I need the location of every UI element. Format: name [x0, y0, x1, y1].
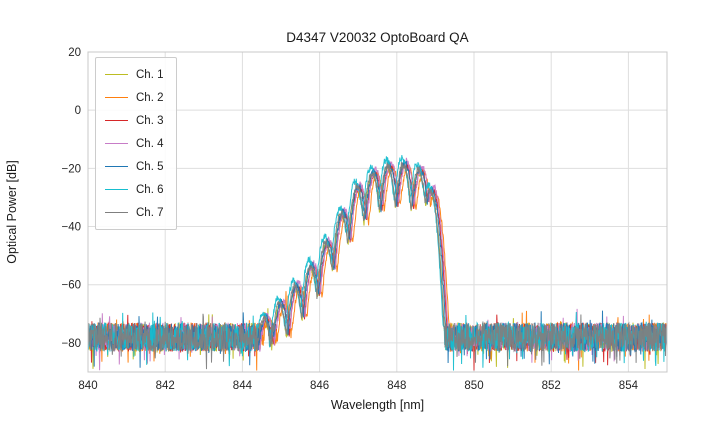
x-tick-label: 844: [233, 380, 253, 392]
y-axis-label: Optical Power [dB]: [5, 160, 19, 264]
legend-line-sample: [105, 74, 128, 75]
y-tick-label: 20: [68, 47, 81, 59]
legend-item-label: Ch. 7: [136, 206, 164, 219]
legend-item-ch-4: Ch. 4: [105, 132, 164, 155]
legend-line-sample: [105, 166, 128, 167]
legend-item-ch-2: Ch. 2: [105, 86, 164, 109]
series-ch-7: [87, 162, 668, 370]
legend-item-ch-1: Ch. 1: [105, 63, 164, 86]
legend-item-ch-5: Ch. 5: [105, 155, 164, 178]
x-tick-label: 852: [542, 380, 561, 392]
legend-line-sample: [105, 143, 128, 144]
legend-item-ch-7: Ch. 7: [105, 201, 164, 224]
x-axis-label: Wavelength [nm]: [330, 398, 425, 412]
y-tick-label: −60: [61, 280, 81, 292]
x-tick-label: 842: [156, 380, 175, 392]
y-tick-label: 0: [75, 105, 81, 117]
x-tick-label: 850: [464, 380, 483, 392]
legend-line-sample: [105, 212, 128, 213]
legend-item-label: Ch. 1: [136, 68, 164, 81]
x-tick-label: 846: [310, 380, 329, 392]
legend-item-label: Ch. 3: [136, 114, 164, 127]
legend-item-label: Ch. 2: [136, 91, 164, 104]
legend: Ch. 1 Ch. 2 Ch. 3 Ch. 4 Ch. 5 Ch. 6 Ch. 7: [95, 57, 177, 230]
chart-title: D4347 V20032 OptoBoard QA: [286, 30, 469, 45]
legend-line-sample: [105, 97, 128, 98]
legend-line-sample: [105, 120, 128, 121]
y-tick-label: −40: [61, 222, 81, 234]
legend-item-ch-6: Ch. 6: [105, 178, 164, 201]
legend-item-label: Ch. 6: [136, 183, 164, 196]
x-tick-label: 840: [78, 380, 97, 392]
x-tick-label: 854: [619, 380, 639, 392]
legend-line-sample: [105, 189, 128, 190]
legend-item-label: Ch. 5: [136, 160, 164, 173]
x-tick-label: 848: [387, 380, 406, 392]
y-tick-label: −20: [61, 163, 81, 175]
y-tick-label: −80: [61, 338, 81, 350]
axes-spines: [87, 51, 668, 373]
legend-item-ch-3: Ch. 3: [105, 109, 164, 132]
legend-item-label: Ch. 4: [136, 137, 164, 150]
